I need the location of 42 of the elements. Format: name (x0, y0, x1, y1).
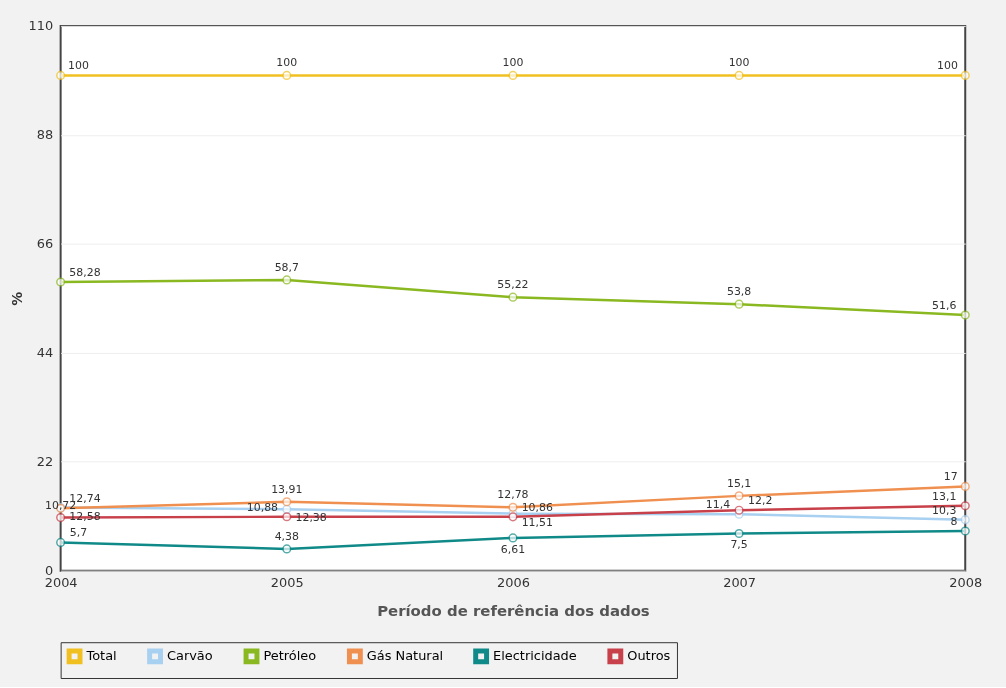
legend-label: Petróleo (263, 648, 317, 664)
data-label: 51,6 (932, 299, 957, 313)
data-label: 10,3 (932, 503, 957, 517)
data-label: 58,7 (274, 261, 299, 274)
data-label: 12,78 (497, 488, 529, 502)
data-label: 11,4 (705, 498, 731, 512)
y-tick-label: 44 (36, 345, 54, 361)
data-label: 53,8 (726, 285, 752, 299)
legend-label: Total (85, 648, 117, 664)
data-label: 13,91 (271, 482, 303, 496)
data-label: 58,28 (69, 266, 101, 280)
data-label: 100 (728, 56, 750, 70)
y-axis-title: % (8, 291, 25, 306)
data-label: 4,38 (274, 530, 299, 544)
x-tick-label: 2006 (497, 575, 530, 591)
data-label: 55,22 (497, 278, 529, 292)
data-label: 100 (68, 59, 89, 73)
legend-label: Outros (627, 648, 671, 664)
data-label: 11,51 (521, 515, 553, 529)
y-tick-label: 66 (36, 236, 54, 252)
data-label: 100 (276, 56, 298, 70)
data-label: 100 (937, 59, 958, 73)
x-tick-label: 2008 (949, 575, 983, 591)
legend-label: Electricidade (493, 648, 577, 664)
y-tick-label: 110 (28, 18, 54, 34)
data-label: 8 (950, 515, 958, 529)
x-axis-title: Período de referência dos dados (377, 601, 650, 620)
legend-label: Carvão (167, 648, 213, 664)
data-label: 17 (943, 470, 958, 484)
data-label: 15,1 (726, 476, 752, 490)
data-label: 6,61 (500, 542, 526, 556)
x-tick-label: 2007 (723, 575, 757, 591)
data-label: 10,88 (246, 500, 279, 514)
legend-label: Gás Natural (366, 648, 444, 664)
data-label: 100 (502, 56, 524, 70)
data-label: 7,5 (730, 538, 748, 552)
x-tick-label: 2005 (270, 575, 304, 591)
data-label: 5,7 (69, 526, 88, 540)
data-label: 12,2 (748, 494, 773, 508)
data-label: 13,1 (932, 489, 957, 503)
y-tick-label: 22 (36, 454, 54, 470)
y-tick-label: 88 (36, 127, 54, 143)
